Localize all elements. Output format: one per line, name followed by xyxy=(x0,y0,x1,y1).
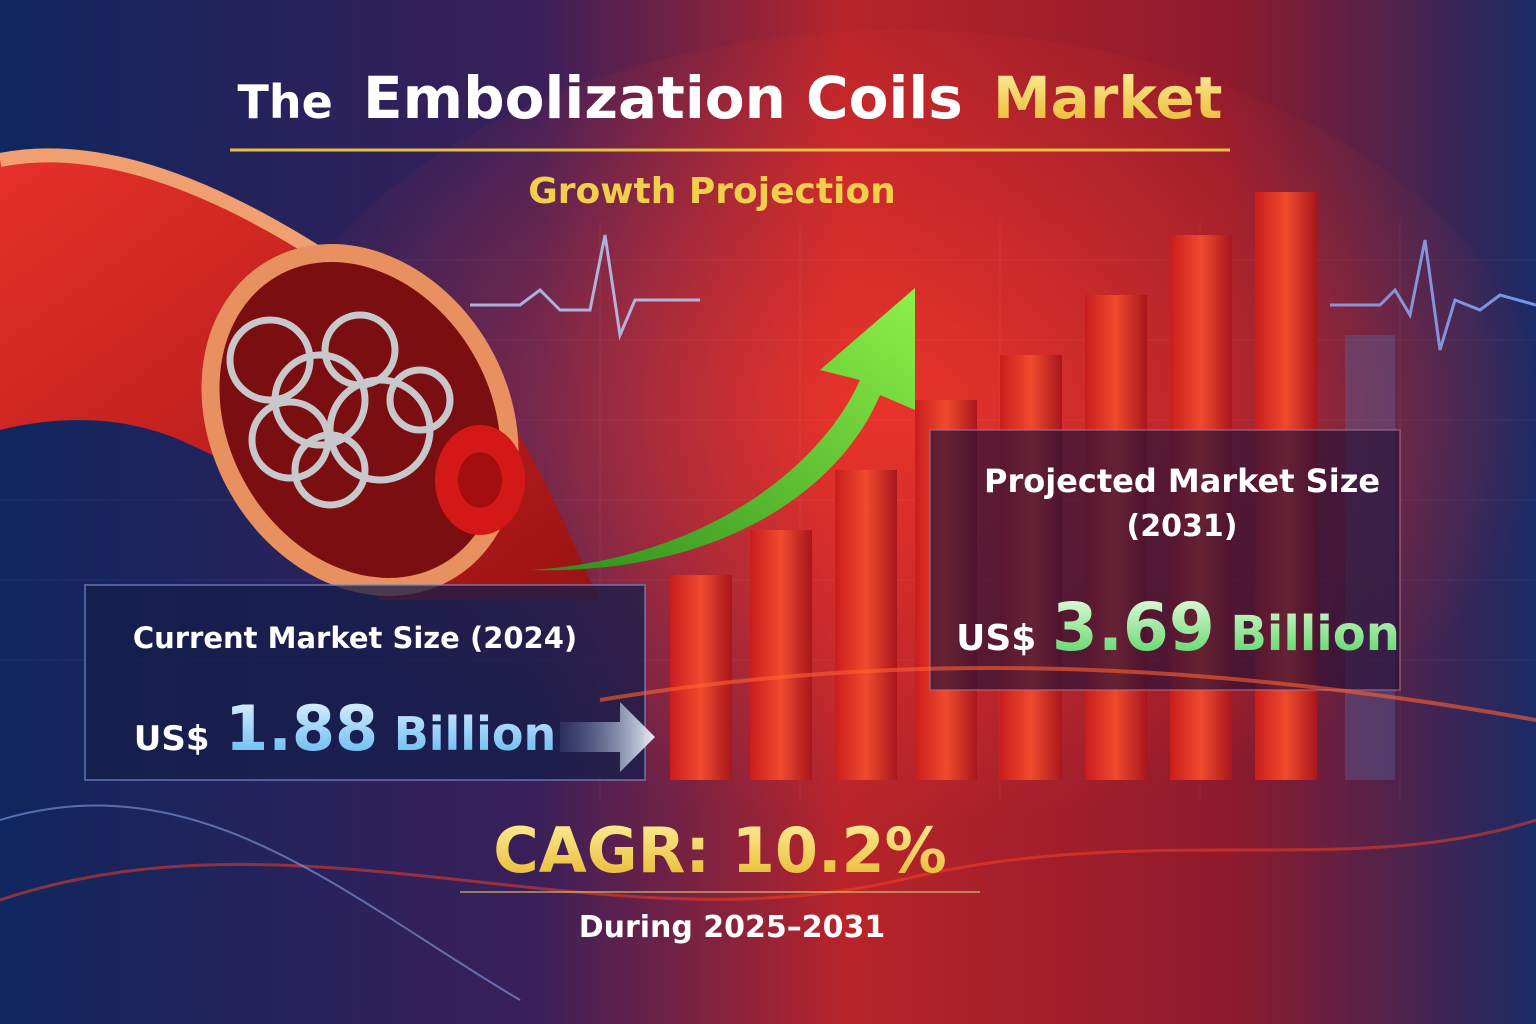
current-label: Current Market Size (2024) xyxy=(133,621,577,655)
projected-box xyxy=(929,429,1401,691)
amount: 1.88 xyxy=(225,692,378,765)
title: The Embolization Coils Market xyxy=(238,64,1223,132)
amount: 3.69 xyxy=(1052,589,1215,666)
cagr-period: During 2025–2031 xyxy=(579,910,886,945)
unit: Billion xyxy=(394,707,556,761)
currency: US$ xyxy=(956,618,1036,659)
title-part: Embolization Coils xyxy=(363,64,963,132)
cagr: CAGR: 10.2% xyxy=(493,814,947,887)
title-part: Market xyxy=(993,64,1223,132)
heartbeat-line xyxy=(470,234,700,341)
current-value: US$ 1.88 Billion xyxy=(134,692,556,765)
currency: US$ xyxy=(134,719,210,759)
light-streak xyxy=(0,818,1536,902)
growth-arrow xyxy=(530,288,915,571)
light-streak xyxy=(599,666,1536,722)
projected-year: (2031) xyxy=(1127,509,1238,544)
subtitle: Growth Projection xyxy=(528,171,896,212)
unit: Billion xyxy=(1230,606,1400,662)
blood-vessel xyxy=(0,148,600,601)
light-streak xyxy=(0,804,521,1001)
title-part: The xyxy=(238,75,333,129)
pointer-arrow xyxy=(560,702,655,772)
projected-label: Projected Market Size xyxy=(984,462,1380,500)
projected-value: US$ 3.69 Billion xyxy=(956,589,1400,666)
current-box xyxy=(84,584,646,781)
heartbeat-line xyxy=(1330,239,1536,351)
